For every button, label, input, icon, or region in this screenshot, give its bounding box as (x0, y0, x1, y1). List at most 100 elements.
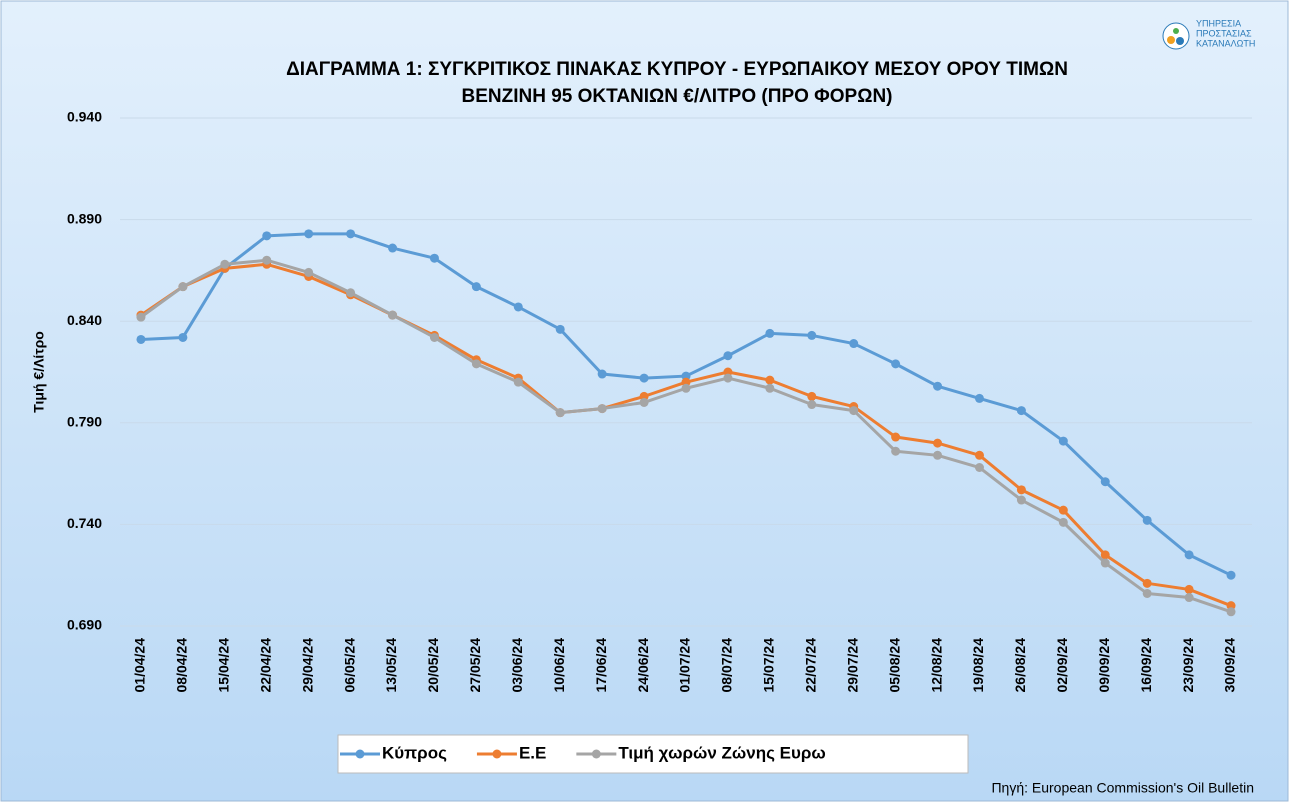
point (1058, 436, 1068, 446)
point (1058, 505, 1068, 515)
x-tick-label: 17/06/24 (593, 638, 609, 693)
x-tick-label: 26/08/24 (1012, 638, 1028, 693)
x-tick-label: 15/07/24 (761, 638, 777, 693)
point (891, 446, 901, 456)
x-tick-label: 02/09/24 (1054, 638, 1070, 693)
point (429, 332, 439, 342)
point (723, 351, 733, 361)
point (849, 406, 859, 416)
point (933, 450, 943, 460)
logo-dot (1173, 28, 1179, 34)
y-tick-label: 0.740 (67, 515, 102, 531)
y-tick-label: 0.890 (67, 210, 102, 226)
point (597, 369, 607, 379)
x-tick-label: 09/09/24 (1096, 638, 1112, 693)
x-tick-label: 20/05/24 (425, 638, 441, 693)
point (765, 383, 775, 393)
point (1142, 588, 1152, 598)
point (807, 400, 817, 410)
point (346, 288, 356, 298)
x-tick-label: 19/08/24 (970, 638, 986, 693)
y-tick-label: 0.940 (67, 109, 102, 125)
x-tick-label: 15/04/24 (216, 638, 232, 693)
x-tick-label: 29/04/24 (299, 638, 315, 693)
x-tick-label: 13/05/24 (383, 638, 399, 693)
logo-text: ΚΑΤΑΝΑΛΩΤΗ (1196, 38, 1255, 48)
point (346, 229, 356, 239)
point (1226, 570, 1236, 580)
x-tick-label: 08/07/24 (719, 638, 735, 693)
point (933, 438, 943, 448)
x-tick-label: 16/09/24 (1138, 638, 1154, 693)
point (974, 393, 984, 403)
x-tick-label: 01/04/24 (132, 638, 148, 693)
x-tick-label: 10/06/24 (551, 638, 567, 693)
logo-dot (1176, 37, 1184, 45)
chart-title: ΔΙΑΓΡΑΜΜΑ 1: ΣΥΓΚΡΙΤΙΚΟΣ ΠΙΝΑΚΑΣ ΚΥΠΡΟΥ … (286, 59, 1068, 80)
x-tick-label: 05/08/24 (886, 638, 902, 693)
legend-label: Ε.Ε (519, 743, 546, 762)
y-axis-label: Τιμή €/Λίτρο (31, 331, 47, 413)
point (429, 253, 439, 263)
x-tick-label: 12/08/24 (928, 638, 944, 693)
point (1016, 485, 1026, 495)
point (1100, 477, 1110, 487)
point (555, 408, 565, 418)
x-tick-label: 06/05/24 (341, 638, 357, 693)
point (388, 243, 398, 253)
point (178, 282, 188, 292)
point (304, 229, 314, 239)
legend-marker (591, 749, 601, 759)
legend-label: Τιμή χωρών Ζώνης Ευρω (618, 743, 825, 762)
point (1184, 550, 1194, 560)
x-tick-label: 30/09/24 (1222, 638, 1238, 693)
point (1100, 550, 1110, 560)
point (1100, 558, 1110, 568)
legend-marker (355, 749, 365, 759)
point (639, 373, 649, 383)
point (891, 432, 901, 442)
x-tick-label: 27/05/24 (467, 638, 483, 693)
point (723, 373, 733, 383)
point (1184, 584, 1194, 594)
point (388, 310, 398, 320)
point (513, 377, 523, 387)
x-tick-label: 23/09/24 (1180, 638, 1196, 693)
point (933, 381, 943, 391)
chart-title: ΒΕΝΖΙΝΗ 95 ΟΚΤΑΝΙΩΝ €/ΛΙΤΡΟ (ΠΡΟ ΦΟΡΩΝ) (461, 86, 892, 107)
point (974, 450, 984, 460)
logo-icon (1162, 22, 1190, 50)
y-tick-label: 0.790 (67, 414, 102, 430)
point (765, 328, 775, 338)
logo-text: ΥΠΗΡΕΣΙΑ (1196, 18, 1241, 28)
legend (337, 734, 969, 774)
y-tick-label: 0.840 (67, 312, 102, 328)
point (262, 255, 272, 265)
y-tick-label: 0.690 (67, 617, 102, 633)
point (304, 267, 314, 277)
point (555, 324, 565, 334)
x-tick-label: 01/07/24 (677, 638, 693, 693)
x-tick-label: 29/07/24 (844, 638, 860, 693)
x-tick-label: 08/04/24 (174, 638, 190, 693)
point (471, 282, 481, 292)
point (639, 397, 649, 407)
logo-dot (1167, 36, 1175, 44)
point (597, 404, 607, 414)
legend-marker (492, 749, 502, 759)
point (807, 391, 817, 401)
point (1058, 517, 1068, 527)
point (136, 312, 146, 322)
point (471, 359, 481, 369)
point (1226, 607, 1236, 617)
point (513, 302, 523, 312)
x-tick-label: 22/04/24 (257, 638, 273, 693)
logo-text: ΠΡΟΣΤΑΣΙΑΣ (1196, 28, 1252, 38)
point (262, 231, 272, 241)
point (178, 332, 188, 342)
point (849, 339, 859, 349)
point (136, 334, 146, 344)
point (1142, 515, 1152, 525)
point (1142, 578, 1152, 588)
